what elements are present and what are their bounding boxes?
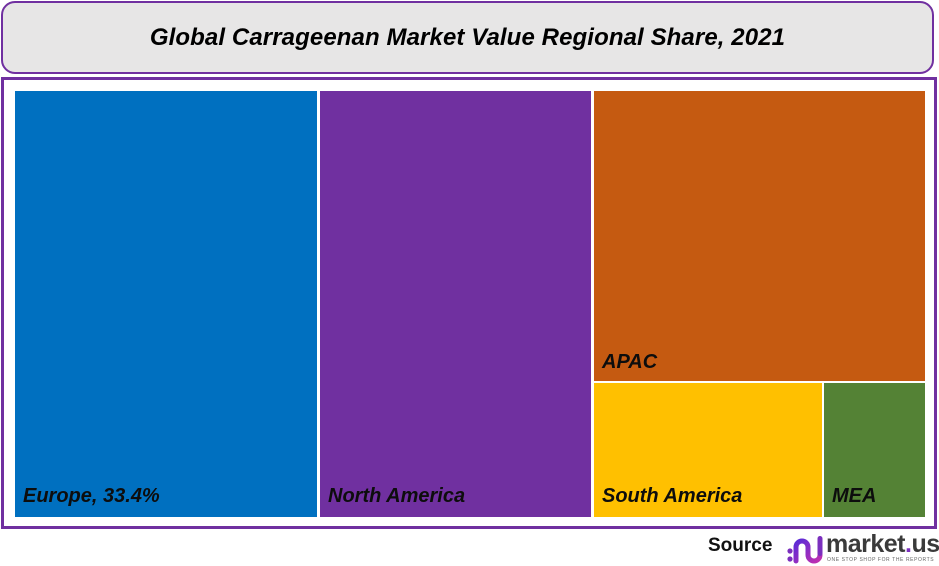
tile-europe: Europe, 33.4% (15, 91, 317, 517)
tile-label-europe: Europe, 33.4% (23, 485, 160, 507)
logo-wordmark: market.us (826, 530, 939, 558)
source-label: Source (708, 535, 773, 556)
chart-title: Global Carrageenan Market Value Regional… (149, 23, 786, 51)
tile-label-mea: MEA (832, 485, 877, 507)
logo-tagline: ONE STOP SHOP FOR THE REPORTS (827, 557, 935, 563)
market-us-logo-icon (787, 536, 823, 564)
tile-label-north-america: North America (328, 485, 466, 507)
chart-title-box: Global Carrageenan Market Value Regional… (1, 1, 934, 74)
treemap-frame: Europe, 33.4% North America APAC South A… (1, 77, 937, 529)
tile-apac: APAC (594, 91, 925, 381)
tile-mea: MEA (824, 383, 925, 517)
tile-label-apac: APAC (602, 351, 658, 373)
market-us-logo: market.us ONE STOP SHOP FOR THE REPORTS (786, 530, 939, 565)
tile-label-south-america: South America (602, 485, 743, 507)
tile-north-america: North America (320, 91, 591, 517)
tile-south-america: South America (594, 383, 822, 517)
